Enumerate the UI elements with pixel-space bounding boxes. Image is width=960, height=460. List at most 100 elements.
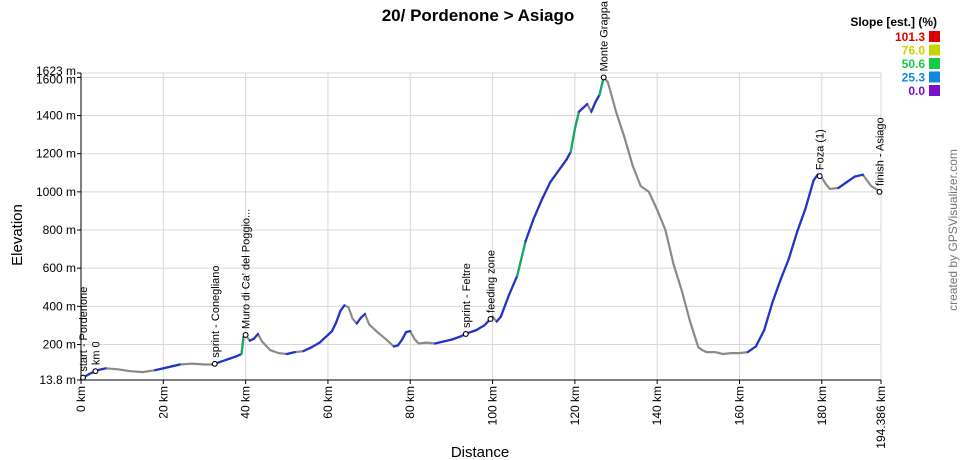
waypoint-label-7: Foza (1): [815, 129, 827, 170]
elevation-segment-104: [804, 179, 815, 211]
x-tick-label-1: 20 km: [156, 386, 170, 419]
elevation-segment-110: [837, 181, 848, 190]
y-tick-label-0: 13.8 m: [39, 373, 76, 387]
waypoint-marker-1: [92, 368, 99, 375]
waypoint-markers: start - Pordenone km 0 sprint - Conegliano…: [78, 0, 887, 381]
waypoint-marker-2: [211, 360, 218, 367]
waypoint-label-2: sprint - Conegliano: [210, 265, 222, 357]
y-axis-title: Elevation: [9, 204, 26, 266]
y-tick-label-2: 400 m: [43, 299, 76, 313]
y-tick-label-9: 1623 m: [36, 64, 76, 78]
legend-swatch-4: [929, 85, 940, 96]
x-tick-label-0: 0 km: [74, 386, 88, 412]
elevation-segment-20: [252, 332, 260, 340]
x-tick-label-4: 80 km: [403, 386, 417, 419]
y-tick-label-5: 1000 m: [36, 185, 76, 199]
waypoint-marker-0: [80, 374, 87, 381]
elevation-segment-66: [549, 169, 560, 184]
x-tick-label-7: 140 km: [650, 386, 664, 425]
elevation-segment-32: [335, 309, 342, 324]
waypoint-marker-7: [816, 173, 823, 180]
y-axis-ticks: 13.8 m 200 m 400 m 600 m 800 m 1000 m 1200 m 14…: [36, 64, 81, 387]
grid-lines: [80, 72, 882, 381]
elevation-segment-60: [499, 293, 511, 318]
elevation-segment-101: [779, 257, 790, 281]
elevation-segment-69: [569, 127, 576, 153]
legend-title: Slope [est.] (%): [850, 15, 937, 29]
waypoint-label-4: sprint - Feltre: [461, 263, 473, 328]
elevation-segment-55: [466, 329, 478, 335]
waypoint-marker-3: [242, 331, 249, 338]
x-tick-label-5: 100 km: [486, 386, 500, 425]
elevation-segment-38: [359, 312, 367, 319]
waypoint-marker-6: [600, 74, 607, 81]
y-tick-label-6: 1200 m: [36, 147, 76, 161]
legend-value-2: 50.6: [902, 57, 926, 71]
elevation-segment-31: [330, 321, 338, 333]
y-tick-label-4: 800 m: [43, 223, 76, 237]
x-axis-ticks: 0 km 20 km 40 km 60 km 80 km 100 km 120 km 140 …: [74, 380, 888, 449]
legend-value-4: 0.0: [908, 84, 925, 98]
elevation-segment-56: [474, 324, 486, 332]
elevation-segment-44: [396, 338, 404, 347]
chart-title: 20/ Pordenone > Asiago: [382, 6, 575, 25]
x-tick-label-6: 120 km: [568, 386, 582, 425]
waypoint-label-6: Monte Grappa: [599, 0, 611, 71]
legend-swatch-3: [929, 71, 940, 83]
elevation-segment-74: [590, 101, 597, 113]
y-tick-label-8: 1600 m: [36, 72, 76, 86]
y-tick-label-7: 1400 m: [36, 109, 76, 123]
elevation-segment-27: [302, 346, 313, 353]
elevation-segment-68: [565, 150, 572, 161]
elevation-segment-53: [450, 335, 461, 341]
elevation-segment-103: [796, 207, 807, 234]
elevation-segment-46: [405, 330, 412, 334]
elevation-segment-7: [153, 366, 169, 372]
legend-swatch-2: [929, 58, 940, 69]
y-tick-label-3: 600 m: [43, 261, 76, 275]
waypoint-marker-4: [462, 331, 469, 337]
elevation-segment-72: [581, 102, 589, 110]
x-tick-label-3: 60 km: [321, 386, 335, 419]
elevation-segment-2: [96, 367, 107, 372]
elevation-segment-13: [219, 357, 231, 363]
elevation-segment-102: [787, 230, 799, 260]
legend-swatch-1: [929, 44, 940, 56]
waypoint-label-3: Muro di Ca' del Poggio...: [241, 209, 253, 329]
x-tick-label-10: 194.386 km: [874, 386, 888, 449]
elevation-segment-70: [573, 110, 581, 130]
elevation-segment-112: [853, 173, 865, 178]
elevation-segment-111: [845, 175, 856, 184]
elevation-segment-37: [355, 316, 362, 325]
elevation-segment-62: [516, 240, 527, 277]
elevation-segment-45: [400, 330, 408, 341]
waypoint-label-0: start - Pordenone: [78, 287, 90, 372]
elevation-segment-28: [310, 341, 321, 349]
elevation-segment-16: [240, 335, 245, 356]
elevation-series: [79, 75, 882, 380]
elevation-segment-61: [507, 274, 519, 296]
waypoint-marker-8: [876, 188, 883, 195]
elevation-segment-65: [540, 181, 552, 201]
waypoint-marker-5: [487, 316, 494, 322]
elevation-segment-51: [433, 340, 445, 345]
y-tick-label-1: 200 m: [43, 337, 76, 351]
legend-swatch-0: [929, 31, 940, 42]
waypoint-label-5: feeding zone: [485, 250, 497, 313]
elevation-segment-29: [318, 333, 330, 344]
elevation-segment-67: [557, 158, 568, 172]
elevation-line-base: [80, 75, 882, 380]
legend-value-3: 25.3: [902, 71, 926, 85]
waypoint-label-8: finish - Asiago: [875, 117, 887, 185]
elevation-segment-100: [771, 278, 782, 304]
elevation-segment-8: [166, 363, 181, 369]
legend-value-0: 101.3: [895, 30, 925, 44]
slope-legend: Slope [est.] (%) 101.376.050.625.30.0: [850, 15, 940, 98]
x-axis-title: Distance: [451, 444, 509, 460]
x-tick-label-8: 160 km: [732, 386, 746, 425]
elevation-segment-99: [763, 301, 774, 332]
elevation-segment-97: [746, 345, 758, 354]
elevation-segment-33: [339, 304, 346, 313]
elevation-segment-14: [228, 354, 239, 360]
